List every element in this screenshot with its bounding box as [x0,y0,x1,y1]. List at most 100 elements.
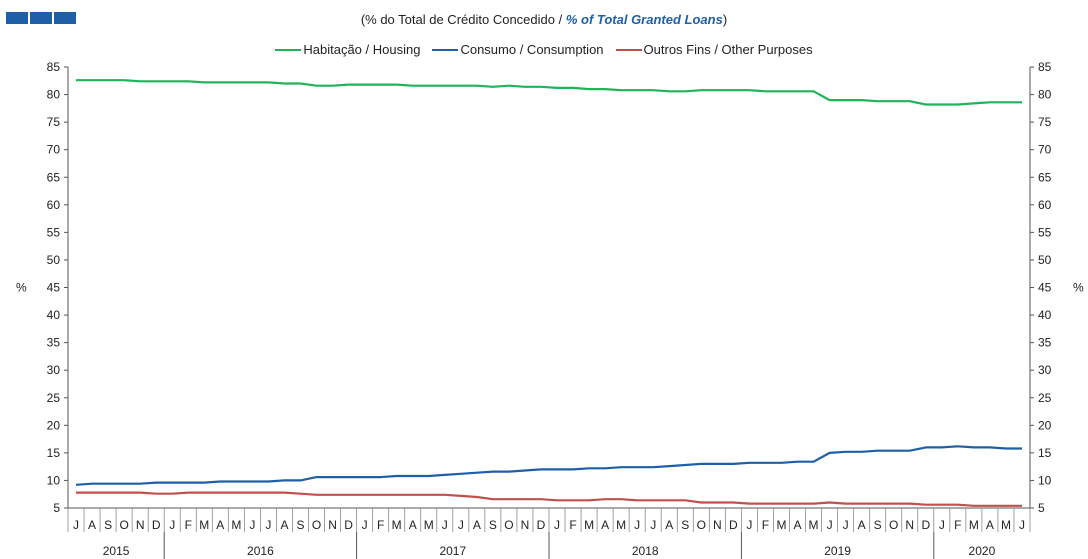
month-label: N [521,518,530,532]
month-label: S [489,518,497,532]
y-tick-label-right: 5 [1038,501,1045,515]
y-tick-label-left: 50 [47,253,61,267]
month-label: J [554,518,560,532]
month-label: A [280,518,288,532]
y-tick-label-left: 80 [47,88,61,102]
month-label: J [73,518,79,532]
month-label: F [185,518,192,532]
series-line-housing [76,79,1022,106]
month-label: D [729,518,738,532]
month-label: M [809,518,819,532]
month-label: F [569,518,576,532]
year-label: 2016 [247,544,274,558]
year-label: 2018 [632,544,659,558]
y-tick-label-right: 10 [1038,473,1052,487]
month-label: J [458,518,464,532]
brand-logo [6,12,76,24]
year-label: 2020 [969,544,996,558]
month-label: F [377,518,384,532]
month-label: N [136,518,145,532]
month-label: A [409,518,417,532]
month-label: A [216,518,224,532]
month-label: J [362,518,368,532]
month-label: F [954,518,961,532]
legend-swatch-housing [275,48,302,51]
y-tick-label-right: 55 [1038,225,1052,239]
y-tick-label-left: 10 [47,473,61,487]
legend-swatch-other [615,48,642,51]
month-label: M [424,518,434,532]
month-label: J [265,518,271,532]
y-tick-label-right: 30 [1038,363,1052,377]
month-label: O [697,518,706,532]
y-tick-label-left: 65 [47,170,61,184]
month-label: M [969,518,979,532]
month-label: M [616,518,626,532]
month-label: J [249,518,255,532]
subtitle-pt: (% do Total de Crédito Concedido / [360,12,566,27]
y-tick-label-right: 40 [1038,308,1052,322]
year-label: 2017 [439,544,466,558]
month-label: J [634,518,640,532]
month-label: J [1019,518,1025,532]
month-label: A [986,518,994,532]
month-label: N [328,518,337,532]
y-tick-label-left: 15 [47,446,61,460]
month-label: M [231,518,241,532]
month-label: O [504,518,513,532]
month-label: D [152,518,161,532]
y-tick-label-left: 75 [47,115,61,129]
month-label: A [601,518,609,532]
series-line-consumption [75,445,1022,486]
month-label: N [905,518,914,532]
chart-subtitle: (% do Total de Crédito Concedido / % of … [0,12,1088,27]
y-tick-label-left: 30 [47,363,61,377]
y-tick-label-right: 25 [1038,391,1052,405]
y-tick-label-left: 25 [47,391,61,405]
y-axis-label-right: % [1073,281,1084,295]
legend-item-consumption: Consumo / Consumption [432,42,604,57]
month-label: A [665,518,673,532]
subtitle-en: % of Total Granted Loans [565,12,723,27]
month-label: J [746,518,752,532]
chart-legend: Habitação / Housing Consumo / Consumptio… [0,42,1088,57]
y-tick-label-right: 15 [1038,446,1052,460]
month-label: N [713,518,722,532]
y-tick-label-left: 55 [47,225,61,239]
month-label: J [650,518,656,532]
year-label: 2015 [103,544,130,558]
month-label: J [442,518,448,532]
y-tick-label-left: 35 [47,336,61,350]
month-label: A [88,518,96,532]
legend-item-other: Outros Fins / Other Purposes [615,42,813,57]
month-label: M [1001,518,1011,532]
y-tick-label-right: 20 [1038,418,1052,432]
month-label: O [119,518,128,532]
y-tick-label-left: 60 [47,198,61,212]
legend-label-consumption: Consumo / Consumption [460,42,604,57]
month-label: M [776,518,786,532]
y-tick-label-left: 45 [47,281,61,295]
month-label: A [794,518,802,532]
logo-block [6,12,28,24]
year-label: 2019 [824,544,851,558]
y-tick-label-left: 70 [47,143,61,157]
month-label: J [827,518,833,532]
y-tick-label-right: 35 [1038,336,1052,350]
y-tick-label-right: 75 [1038,115,1052,129]
y-axis-label-left: % [16,281,27,295]
y-tick-label-right: 50 [1038,253,1052,267]
y-tick-label-right: 45 [1038,281,1052,295]
month-label: M [392,518,402,532]
month-label: S [104,518,112,532]
logo-block [30,12,52,24]
y-tick-label-left: 5 [53,501,60,515]
y-tick-label-right: 80 [1038,88,1052,102]
month-label: O [889,518,898,532]
month-label: J [843,518,849,532]
month-label: A [473,518,481,532]
y-tick-label-left: 20 [47,418,61,432]
series-line-other [76,491,1022,507]
month-label: M [199,518,209,532]
